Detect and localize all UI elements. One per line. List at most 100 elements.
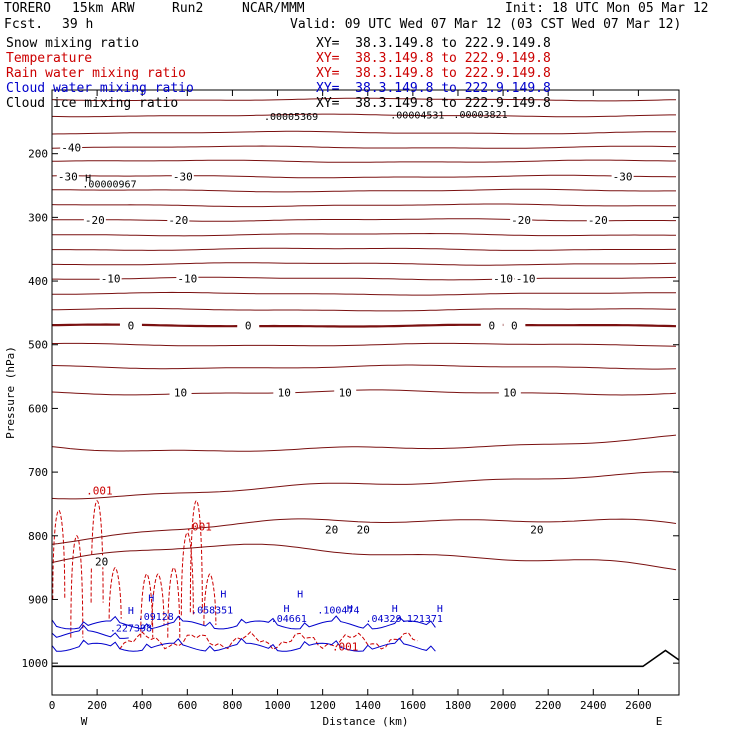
y-tick-label: 600 <box>28 402 48 415</box>
temperature-isotherms <box>51 97 677 571</box>
forecast-label: Fcst. <box>4 17 44 32</box>
x-tick-label: 400 <box>132 699 152 712</box>
rain-water-contour <box>52 509 66 600</box>
x-tick-label: 1000 <box>264 699 291 712</box>
rain-water-label: .001 <box>185 521 212 534</box>
high-marker: H <box>220 590 226 601</box>
y-tick-label: 1000 <box>22 657 49 670</box>
run-label: Run2 <box>172 1 204 16</box>
isotherm-label: -30 <box>58 171 78 184</box>
isotherm-line <box>51 471 677 500</box>
cloud-ice-label: .00004531 <box>390 111 444 122</box>
rain-water-contour <box>180 532 194 616</box>
isotherm-line <box>51 130 676 135</box>
isotherm-label-bg <box>611 170 634 183</box>
high-marker: H <box>437 604 443 615</box>
isotherm-label-bg <box>525 523 548 536</box>
east-label: E <box>656 715 663 728</box>
x-tick-label: 2200 <box>535 699 562 712</box>
isotherm-label: -10 <box>493 273 513 286</box>
isotherm-label-bg <box>176 272 199 285</box>
isotherm-label: 10 <box>503 387 516 400</box>
cloud-water-label: .100474 <box>317 605 359 616</box>
x-tick-label: 200 <box>87 699 107 712</box>
rain-water-contour <box>108 567 122 619</box>
isotherm-line <box>51 113 676 118</box>
rain-water-contour <box>90 500 104 603</box>
isotherm-label: -20 <box>511 214 531 227</box>
resolution-label: 15km ARW <box>72 1 135 16</box>
isotherm-line <box>51 145 676 149</box>
y-axis-title: Pressure (hPa) <box>4 346 17 439</box>
isotherm-line <box>51 174 676 179</box>
isotherm-label-bg <box>56 170 79 183</box>
isotherm-line <box>52 276 677 281</box>
isotherm-line <box>51 159 676 163</box>
forecast-hour: 39 h <box>62 17 94 32</box>
terrain-line <box>52 649 680 668</box>
isotherm-label: -40 <box>61 141 81 154</box>
isotherm-label: 20 <box>325 523 338 536</box>
valid-time: Valid: 09 UTC Wed 07 Mar 12 (03 CST Wed … <box>290 17 682 32</box>
isotherm-label: 10 <box>339 387 352 400</box>
y-tick-label: 800 <box>28 530 48 543</box>
high-marker: H <box>284 604 290 615</box>
isotherm-label-bg <box>480 319 503 332</box>
high-marker: H <box>128 606 134 617</box>
axes: 0 200 400 600 800 1000 1200 1400 1600 1800 2000 220… <box>4 90 679 728</box>
isotherm-label-bg <box>514 272 537 285</box>
west-label: W <box>81 715 88 728</box>
rain-water-label: .001 <box>86 484 113 497</box>
center-label: NCAR/MMM <box>242 1 305 16</box>
x-tick-label: 1400 <box>355 699 382 712</box>
isotherm-line <box>51 518 677 545</box>
isotherm-line <box>51 389 677 396</box>
isotherm-label: -10 <box>101 273 121 286</box>
isotherm-line <box>52 262 677 266</box>
isotherm-line <box>52 323 677 328</box>
isotherm-label-bg <box>171 170 194 183</box>
isotherm-line <box>52 232 676 237</box>
isotherm-line <box>51 307 677 312</box>
rain-water-label: .001 <box>332 640 359 653</box>
init-time: Init: 18 UTC Mon 05 Mar 12 <box>505 1 709 16</box>
model-name: TORERO <box>4 1 51 16</box>
isotherm-label-bg <box>352 523 375 536</box>
terrain <box>52 649 680 668</box>
y-tick-label: 700 <box>28 466 48 479</box>
field-temperature-xy: XY= 38.3.149.8 to 222.9.149.8 <box>316 51 551 66</box>
isotherm-label: 10 <box>174 387 187 400</box>
isotherm-label-bg <box>169 386 192 399</box>
high-marker: H <box>392 604 398 615</box>
x-tick-label: 0 <box>49 699 56 712</box>
plot-frame <box>51 89 680 696</box>
isotherm-label-bg <box>334 386 357 399</box>
isotherm-line <box>51 543 677 571</box>
isotherm-label: 0 <box>128 320 135 333</box>
cloud-water-label: .121371 <box>401 614 443 625</box>
high-marker: H <box>347 604 353 615</box>
isotherm-label-bg <box>503 319 526 332</box>
isotherm-line <box>51 97 677 102</box>
field-cloud-ice-label: Cloud ice mixing ratio <box>6 96 179 111</box>
isotherm-line <box>52 218 676 222</box>
y-tick-label: 300 <box>28 211 48 224</box>
y-tick-label: 200 <box>28 148 48 161</box>
field-cloud-water-xy: XY= 38.3.149.8 to 222.9.149.8 <box>316 81 551 96</box>
cloud-water-label: .227398 <box>110 623 152 634</box>
x-tick-label: 1600 <box>400 699 427 712</box>
isotherm-label: -30 <box>613 171 633 184</box>
isotherm-label-bg <box>60 141 83 154</box>
isotherm-label-bg <box>273 386 296 399</box>
rain-water-contour <box>151 573 165 625</box>
x-axis-title: Distance (km) <box>322 715 408 728</box>
field-rain-xy: XY= 38.3.149.8 to 222.9.149.8 <box>316 66 551 81</box>
field-rain-label: Rain water mixing ratio <box>6 66 187 81</box>
isotherm-label: 0 <box>488 320 495 333</box>
cloud-water-label: .04661 <box>271 614 307 625</box>
y-tick-label: 400 <box>28 275 48 288</box>
cloud-water-label: .09128 <box>138 612 174 623</box>
y-tick-label: 900 <box>28 593 48 606</box>
cloud-water-label: .04329 <box>365 614 401 625</box>
